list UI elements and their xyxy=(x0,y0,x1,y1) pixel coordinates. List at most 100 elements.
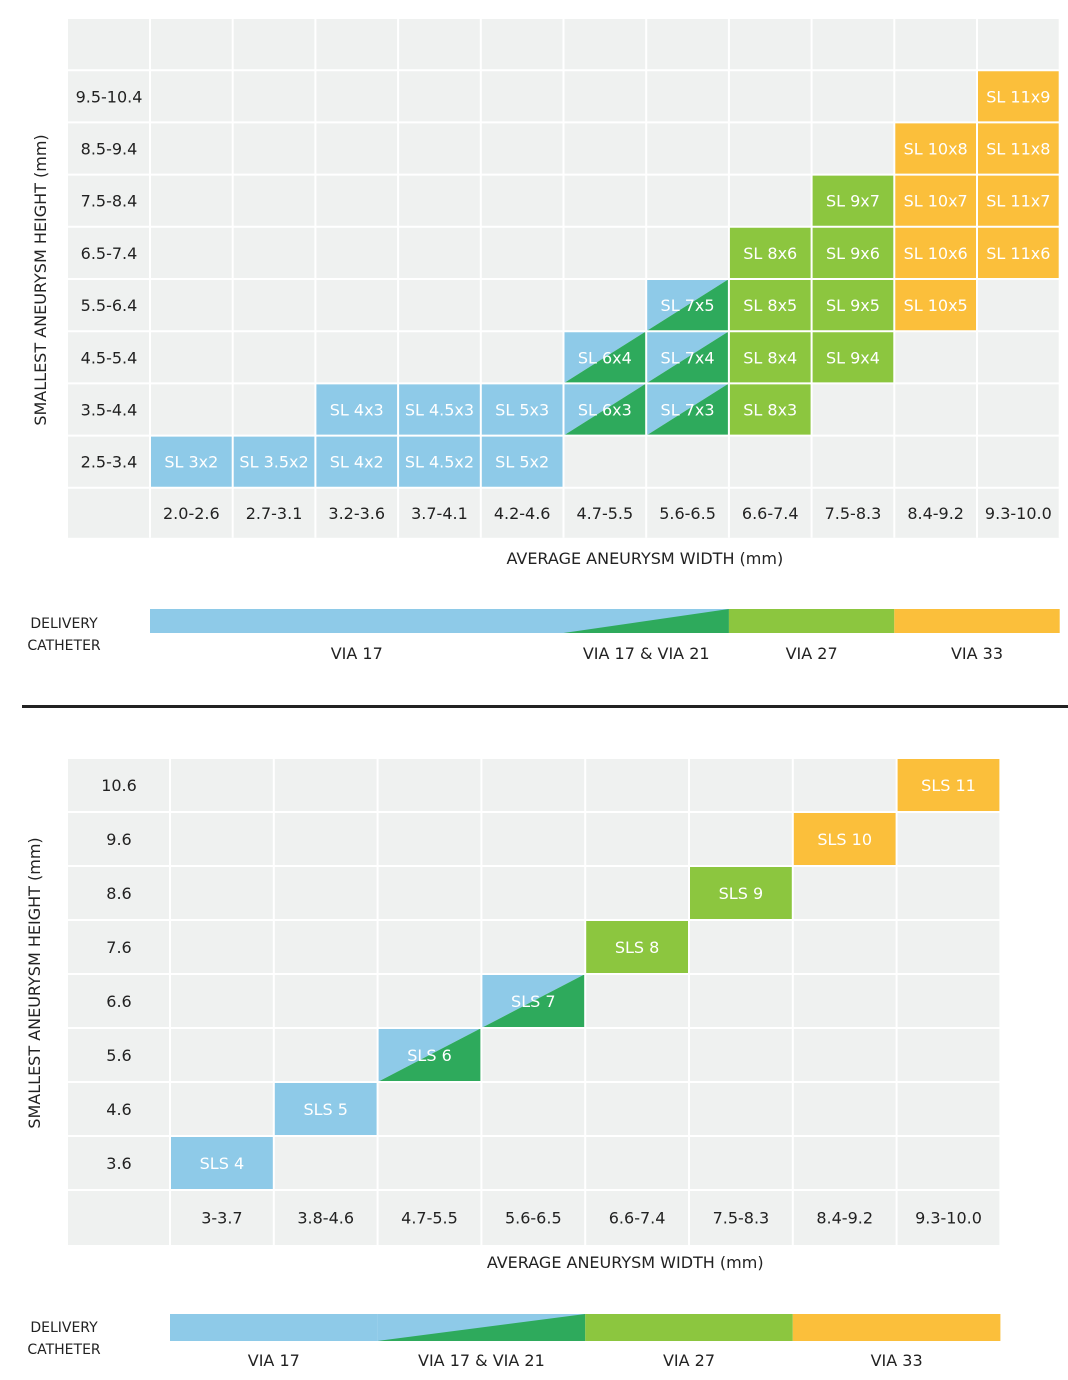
cell-label: SL 7x5 xyxy=(661,296,715,315)
cell-fill-via21 xyxy=(563,383,647,436)
cell-fill-via21 xyxy=(646,279,729,332)
y-tick-label: 6.5-7.4 xyxy=(81,244,138,263)
cell-fill-via17 xyxy=(646,331,729,384)
x-tick-label: 9.3-10.0 xyxy=(915,1209,982,1228)
cell-fill xyxy=(232,435,316,488)
catheter-segment-label: VIA 27 xyxy=(786,644,838,663)
catheter-bar xyxy=(150,609,564,633)
catheter-segment: VIA 17 xyxy=(170,1314,378,1370)
cell-label: SL 7x3 xyxy=(661,401,715,420)
heatmap-cell: SL 11x6 xyxy=(977,226,1060,279)
cell-fill xyxy=(728,279,812,332)
cell-fill-via17 xyxy=(646,279,729,332)
heatmap-cell: SL 11x8 xyxy=(977,122,1060,175)
catheter-segment-label: VIA 33 xyxy=(871,1351,923,1370)
cell-fill xyxy=(728,383,812,436)
heatmap-cell: SLS 9 xyxy=(689,866,793,920)
cell-label: SL 9x4 xyxy=(826,348,880,367)
x-tick-label: 4.7-5.5 xyxy=(401,1209,458,1228)
cell-fill xyxy=(689,866,793,920)
heatmap-cell: SL 8x3 xyxy=(728,383,812,436)
cell-fill-via17 xyxy=(481,974,586,1028)
cell-fill xyxy=(896,758,1001,812)
cell-label: SL 3.5x2 xyxy=(239,453,308,472)
section-divider xyxy=(22,705,1068,708)
y-tick-label: 3.6 xyxy=(106,1154,131,1173)
heatmap-cell: SL 8x5 xyxy=(728,279,812,332)
heatmap-cell: SL 3x2 xyxy=(150,435,233,488)
cell-label: SL 3x2 xyxy=(164,453,218,472)
x-tick-label: 3.7-4.1 xyxy=(411,504,468,523)
heatmap-cell: SL 10x8 xyxy=(894,122,977,175)
x-tick-label: 9.3-10.0 xyxy=(985,504,1052,523)
catheter-segment-label: VIA 17 & VIA 21 xyxy=(418,1351,545,1370)
y-tick-label: 8.6 xyxy=(106,884,131,903)
heatmap-cell: SL 11x9 xyxy=(977,70,1060,123)
cell-fill xyxy=(811,226,895,279)
cell-label: SL 6x4 xyxy=(578,348,632,367)
cell-label: SL 11x7 xyxy=(986,192,1050,211)
cell-label: SL 10x6 xyxy=(904,244,968,263)
heatmap-cell: SL 10x7 xyxy=(894,174,977,227)
heatmap-cell: SL 6x4 xyxy=(563,331,647,384)
cell-fill-via17 xyxy=(563,383,647,436)
cell-label: SL 6x3 xyxy=(578,401,632,420)
cell-label: SLS 11 xyxy=(921,776,976,795)
y-tick-label: 7.5-8.4 xyxy=(81,192,138,211)
y-tick-label: 9.6 xyxy=(106,830,131,849)
y-tick-label: 6.6 xyxy=(106,992,131,1011)
cell-label: SL 9x7 xyxy=(826,192,880,211)
cell-label: SL 5x2 xyxy=(495,453,549,472)
catheter-bar xyxy=(792,1314,1001,1341)
cell-label: SL 4x2 xyxy=(330,453,384,472)
catheter-segment: VIA 33 xyxy=(792,1314,1001,1370)
cell-label: SL 11x6 xyxy=(986,244,1050,263)
x-tick-label: 7.5-8.3 xyxy=(713,1209,770,1228)
y-tick-label: 3.5-4.4 xyxy=(81,401,138,420)
cell-label: SL 5x3 xyxy=(495,401,549,420)
heatmap-cell: SL 4.5x2 xyxy=(398,435,481,488)
heatmap-cell: SL 5x2 xyxy=(480,435,564,488)
x-tick-label: 5.6-6.5 xyxy=(659,504,716,523)
cell-fill xyxy=(811,174,895,227)
cell-label: SL 11x8 xyxy=(986,140,1050,159)
cell-fill-via17 xyxy=(646,383,729,436)
cell-label: SL 8x4 xyxy=(743,348,797,367)
y-tick-label: 5.5-6.4 xyxy=(81,296,138,315)
cell-label: SL 9x5 xyxy=(826,296,880,315)
heatmap-cell: SL 4.5x3 xyxy=(398,383,481,436)
x-tick-label: 3-3.7 xyxy=(201,1209,242,1228)
catheter-bar-via21 xyxy=(563,609,729,633)
heatmap-cell: SL 3.5x2 xyxy=(232,435,316,488)
x-axis-title: AVERAGE ANEURYSM WIDTH (mm) xyxy=(487,1253,764,1272)
cell-fill-via17 xyxy=(563,331,647,384)
cell-label: SL 7x4 xyxy=(661,348,715,367)
cell-label: SLS 8 xyxy=(615,938,660,957)
catheter-segment: VIA 27 xyxy=(728,609,895,663)
cell-fill-via21 xyxy=(377,1028,482,1082)
catheter-bar xyxy=(894,609,1060,633)
y-tick-label: 7.6 xyxy=(106,938,131,957)
delivery-catheter-label: DELIVERY CATHETER xyxy=(27,616,101,654)
cell-fill xyxy=(480,435,564,488)
cell-fill xyxy=(977,122,1060,175)
cell-label: SL 10x7 xyxy=(904,192,968,211)
x-tick-label: 5.6-6.5 xyxy=(505,1209,562,1228)
x-axis-title: AVERAGE ANEURYSM WIDTH (mm) xyxy=(506,549,783,568)
cell-fill-via21 xyxy=(563,331,647,384)
cell-fill xyxy=(894,174,977,227)
cell-label: SLS 7 xyxy=(511,992,556,1011)
x-tick-label: 3.2-3.6 xyxy=(328,504,385,523)
heatmap-cell: SLS 7 xyxy=(481,974,586,1028)
catheter-segment: VIA 33 xyxy=(894,609,1060,663)
cell-fill xyxy=(728,226,812,279)
x-tick-label: 2.0-2.6 xyxy=(163,504,220,523)
catheter-bar-via21 xyxy=(377,1314,586,1341)
cell-fill xyxy=(170,1136,274,1190)
y-tick-label: 4.5-5.4 xyxy=(81,348,138,367)
cell-fill xyxy=(792,812,897,866)
x-tick-label: 4.7-5.5 xyxy=(577,504,634,523)
x-tick-label: 2.7-3.1 xyxy=(246,504,303,523)
